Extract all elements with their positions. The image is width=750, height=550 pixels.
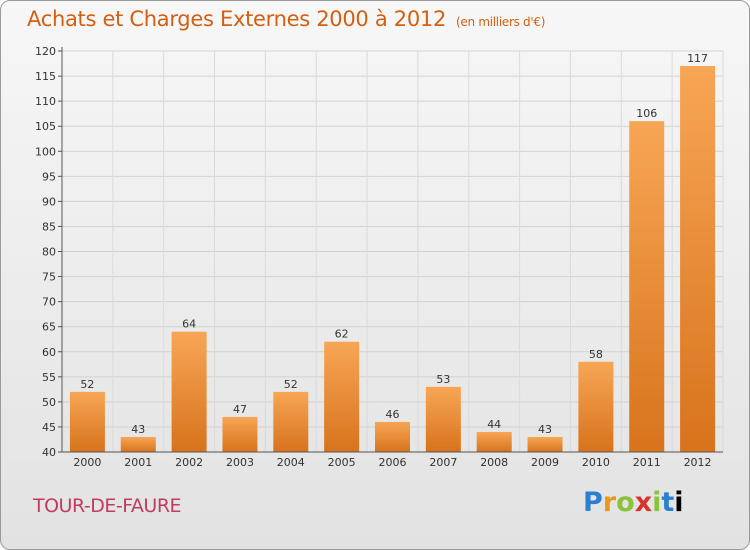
data-label: 44 (487, 418, 501, 431)
x-tick-label: 2006 (379, 456, 407, 469)
logo-letter: i (674, 487, 684, 518)
bar (120, 436, 156, 452)
bar (680, 66, 716, 452)
logo-letter: r (602, 487, 617, 518)
logo-letter: t (661, 487, 675, 518)
axes: 40 45 50 55 60 65 70 75 80 85 90 95 100 105 110 115 120 2… (35, 45, 723, 469)
data-label: 58 (589, 348, 603, 361)
y-tick-label: 85 (42, 220, 56, 233)
x-tick-label: 2003 (226, 456, 254, 469)
data-label: 53 (436, 373, 450, 386)
y-tick-label: 105 (35, 120, 56, 133)
x-tick-label: 2008 (480, 456, 508, 469)
commune-name: TOUR-DE-FAURE (33, 495, 182, 517)
data-label: 62 (335, 328, 349, 341)
bar (69, 391, 105, 452)
data-label: 106 (636, 107, 657, 120)
chart-subtitle: (en milliers d'€) (456, 15, 546, 29)
y-tick-label: 80 (42, 246, 56, 259)
data-label: 46 (386, 408, 400, 421)
x-tick-label: 2000 (73, 456, 101, 469)
x-tick-label: 2010 (582, 456, 610, 469)
bar (222, 416, 258, 452)
bar (273, 391, 309, 452)
data-label: 47 (233, 403, 247, 416)
y-tick-label: 50 (42, 396, 56, 409)
bars (69, 66, 716, 453)
data-label: 52 (80, 378, 94, 391)
x-tick-label: 2012 (684, 456, 712, 469)
x-tick-label: 2002 (175, 456, 203, 469)
logo-letter: i (652, 487, 662, 518)
x-tick-label: 2009 (531, 456, 559, 469)
bar (324, 341, 360, 452)
bar (578, 361, 614, 452)
data-label: 64 (182, 318, 196, 331)
bar (375, 421, 410, 452)
y-tick-label: 55 (42, 371, 56, 384)
y-tick-label: 65 (42, 321, 56, 334)
data-label: 43 (538, 423, 552, 436)
data-labels: 52 43 64 47 52 62 46 53 44 43 58 106 117 (80, 52, 708, 436)
data-label: 117 (687, 52, 708, 65)
chart-title-text: Achats et Charges Externes 2000 à 2012 (27, 7, 447, 31)
data-label: 43 (131, 423, 145, 436)
logo-letter: o (616, 487, 635, 518)
x-tick-label: 2007 (429, 456, 457, 469)
x-tick-label: 2005 (328, 456, 356, 469)
y-tick-label: 115 (35, 70, 56, 83)
x-tick-label: 2011 (633, 456, 661, 469)
bar (425, 386, 461, 452)
bar (629, 121, 665, 453)
y-tick-label: 70 (42, 296, 56, 309)
proxiti-logo: Proxiti (583, 487, 684, 518)
data-label: 52 (284, 378, 298, 391)
y-tick-label: 110 (35, 95, 56, 108)
bar (476, 431, 512, 452)
x-tick-label: 2004 (277, 456, 305, 469)
logo-letter: P (583, 487, 603, 518)
y-tick-label: 45 (42, 421, 56, 434)
y-tick-label: 40 (42, 446, 56, 459)
y-tick-label: 95 (42, 170, 56, 183)
x-tick-label: 2001 (124, 456, 152, 469)
chart-title: Achats et Charges Externes 2000 à 2012 (e… (27, 7, 545, 31)
y-tick-label: 100 (35, 145, 56, 158)
gridlines (61, 50, 724, 453)
y-tick-label: 60 (42, 346, 56, 359)
y-tick-label: 120 (35, 45, 56, 58)
bar (171, 331, 207, 452)
y-tick-label: 75 (42, 271, 56, 284)
bar (527, 436, 563, 452)
y-tick-label: 90 (42, 195, 56, 208)
logo-letter: x (634, 487, 653, 518)
